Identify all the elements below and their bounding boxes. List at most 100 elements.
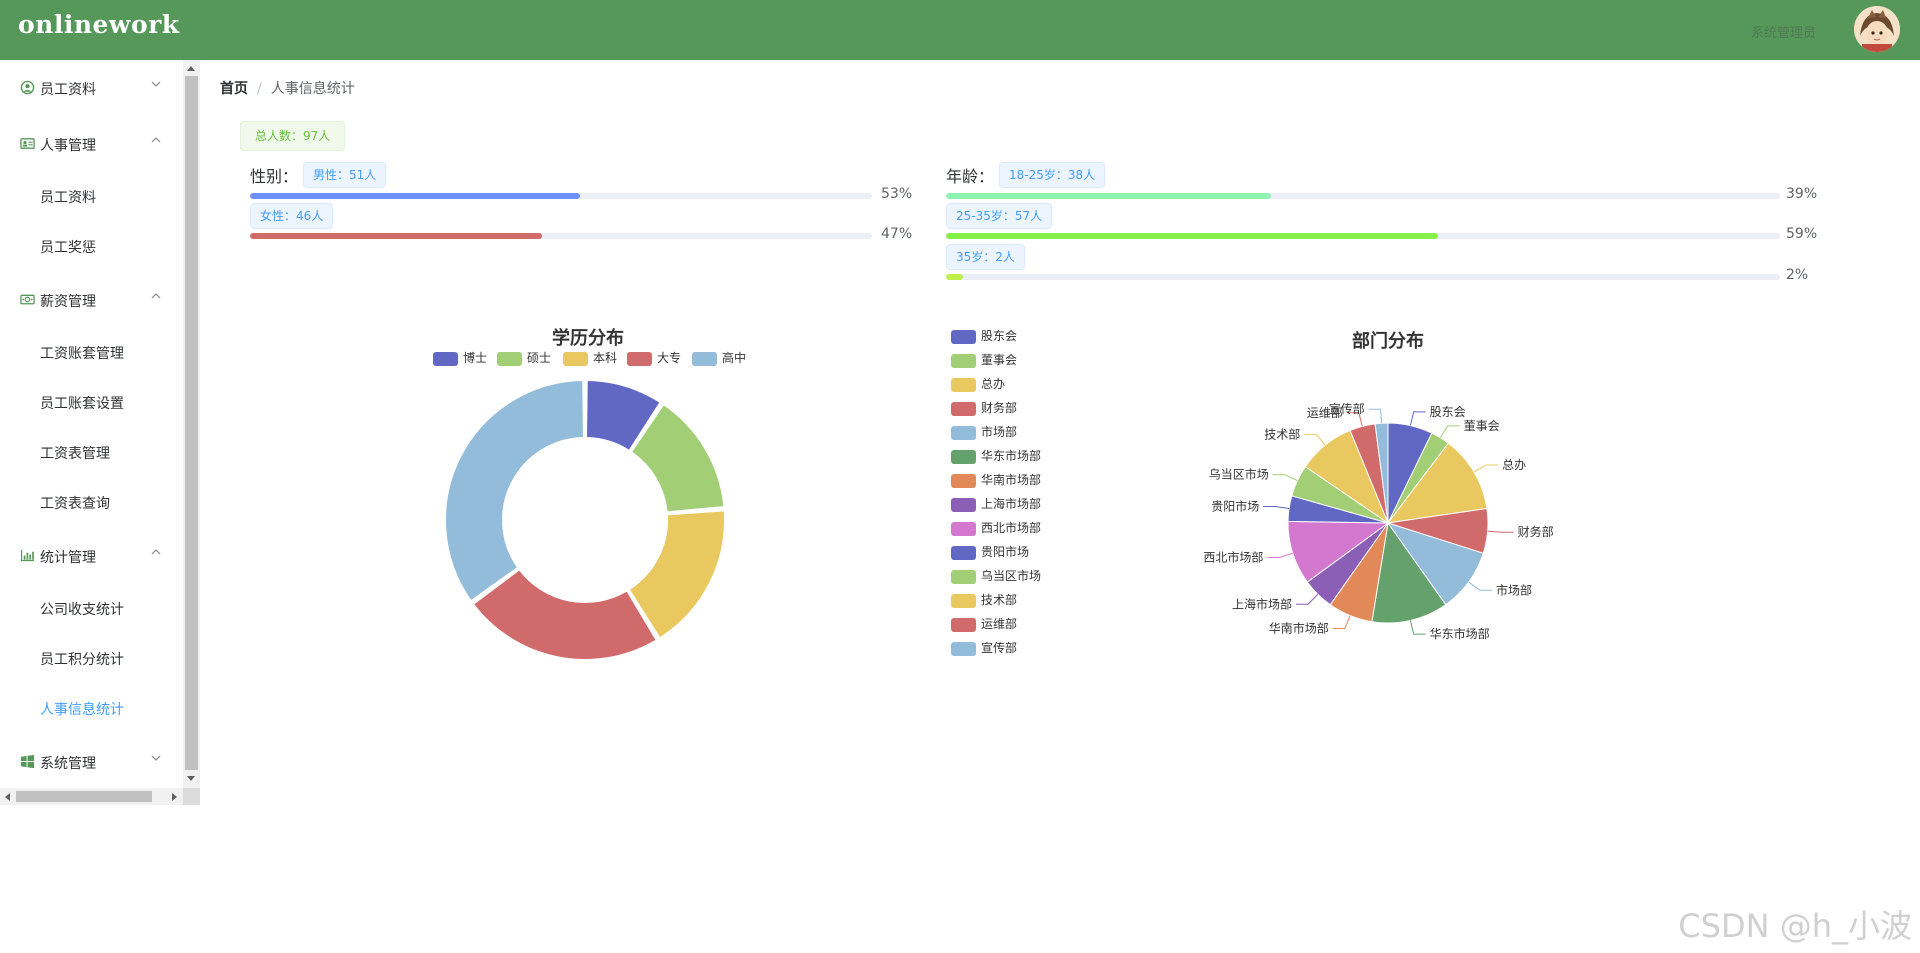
scroll-down-arrow-icon[interactable] — [187, 776, 195, 781]
legend-label: 股东会 — [981, 329, 1018, 343]
legend-swatch — [951, 401, 976, 416]
department-legend-item[interactable]: 贵阳市场 — [951, 543, 1029, 560]
department-legend-item[interactable]: 市场部 — [951, 423, 1017, 440]
department-label-line — [1409, 620, 1426, 635]
sidebar-item-salary-sets[interactable]: 工资账套管理 — [0, 332, 183, 372]
department-slice-label: 董事会 — [1464, 419, 1500, 433]
education-legend-item[interactable]: 博士 — [433, 349, 487, 366]
sidebar-item-payroll-query[interactable]: 工资表查询 — [0, 482, 183, 522]
education-legend-item[interactable]: 本科 — [563, 349, 617, 366]
female-count-tag: 女性：46人 — [250, 203, 334, 229]
scrollbar-thumb[interactable] — [185, 76, 198, 770]
menu-group-hr-management[interactable]: 人事管理 — [0, 124, 183, 164]
department-slice-label: 宣传部 — [1329, 401, 1365, 416]
money-icon — [20, 294, 35, 305]
department-legend-item[interactable]: 华南市场部 — [951, 471, 1041, 488]
department-legend-item[interactable]: 乌当区市场 — [951, 567, 1041, 584]
department-legend-item[interactable]: 董事会 — [951, 351, 1017, 368]
department-slice-label: 财务部 — [1518, 524, 1554, 539]
menu-group-label: 薪资管理 — [40, 294, 96, 310]
avatar-portrait-icon — [1854, 6, 1900, 52]
age-35-percent: 2% — [1786, 267, 1809, 283]
id-card-icon — [20, 138, 35, 149]
windows-icon — [20, 754, 35, 769]
department-label-line — [1439, 425, 1460, 439]
chevron-up-icon — [151, 293, 161, 299]
education-legend-item[interactable]: 硕士 — [497, 349, 551, 366]
sidebar-item-payroll-management[interactable]: 工资表管理 — [0, 432, 183, 472]
department-legend-item[interactable]: 华东市场部 — [951, 447, 1041, 464]
scrollbar-thumb[interactable] — [16, 791, 152, 802]
legend-swatch — [433, 351, 458, 366]
app-logo[interactable]: onlinework — [18, 10, 180, 39]
menu-group-statistics[interactable]: 统计管理 — [0, 536, 183, 576]
menu-group-system-management[interactable]: 系统管理 — [0, 742, 183, 782]
education-legend-item[interactable]: 大专 — [627, 349, 681, 366]
department-legend-item[interactable]: 技术部 — [951, 591, 1017, 608]
user-name[interactable]: 系统管理员 — [1750, 26, 1816, 41]
department-slice-label: 运维部 — [1307, 405, 1343, 420]
scroll-right-arrow-icon[interactable] — [172, 793, 177, 801]
legend-swatch — [951, 353, 976, 368]
male-progress-fill — [250, 193, 580, 199]
department-label-line — [1368, 408, 1383, 424]
chevron-down-icon — [151, 81, 161, 87]
education-slice-4[interactable] — [444, 379, 585, 603]
sidebar-item-label: 员工积分统计 — [40, 652, 124, 668]
breadcrumb-home[interactable]: 首页 — [220, 81, 248, 97]
department-legend-item[interactable]: 总办 — [951, 375, 1005, 392]
legend-label: 高中 — [722, 351, 747, 365]
department-slice-label: 上海市场部 — [1232, 596, 1292, 611]
sidebar-item-hr-info-stats[interactable]: 人事信息统计 — [0, 688, 183, 728]
department-slice-label: 技术部 — [1264, 426, 1300, 441]
sidebar-item-employee-points-stats[interactable]: 员工积分统计 — [0, 638, 183, 678]
sidebar-item-company-finance-stats[interactable]: 公司收支统计 — [0, 588, 183, 628]
education-slice-2[interactable] — [627, 509, 726, 640]
education-slice-0[interactable] — [585, 379, 662, 452]
user-avatar[interactable] — [1854, 6, 1900, 52]
education-slice-1[interactable] — [629, 403, 726, 514]
sidebar-item-label: 工资表查询 — [40, 496, 110, 512]
department-label-line — [1468, 581, 1493, 591]
bar-chart-icon — [20, 549, 35, 562]
sidebar-item-employee-info[interactable]: 员工资料 — [0, 176, 183, 216]
scrollbar-corner — [183, 788, 200, 805]
female-percent: 47% — [881, 226, 913, 242]
department-legend-item[interactable]: 西北市场部 — [951, 519, 1041, 536]
legend-label: 乌当区市场 — [981, 569, 1042, 583]
sidebar-item-employee-rewards[interactable]: 员工奖惩 — [0, 226, 183, 266]
legend-swatch — [951, 641, 976, 656]
scroll-left-arrow-icon[interactable] — [5, 793, 10, 801]
legend-swatch — [951, 377, 976, 392]
legend-label: 总办 — [981, 377, 1006, 391]
scroll-up-arrow-icon[interactable] — [187, 66, 195, 71]
department-legend-item[interactable]: 财务部 — [951, 399, 1017, 416]
sidebar-item-label: 员工资料 — [40, 190, 96, 206]
department-slice-2[interactable] — [1386, 442, 1488, 524]
department-slice-label: 华南市场部 — [1269, 620, 1329, 635]
education-slice-3[interactable] — [472, 568, 658, 661]
department-legend-item[interactable]: 上海市场部 — [951, 495, 1041, 512]
legend-swatch — [951, 545, 976, 560]
legend-swatch — [951, 593, 976, 608]
department-legend-item[interactable]: 宣传部 — [951, 639, 1017, 656]
sidebar-item-label: 公司收支统计 — [40, 602, 124, 618]
sidebar-horizontal-scrollbar[interactable] — [0, 788, 183, 805]
age-35-progress-bar — [946, 274, 1780, 280]
legend-swatch — [951, 449, 976, 464]
department-slice-label: 贵阳市场 — [1211, 498, 1259, 513]
menu-group-salary-management[interactable]: 薪资管理 — [0, 280, 183, 320]
department-label-line — [1272, 474, 1298, 482]
department-legend-item[interactable]: 运维部 — [951, 615, 1017, 632]
legend-label: 财务部 — [981, 401, 1018, 415]
department-legend-item[interactable]: 股东会 — [951, 327, 1017, 344]
menu-group-employee-info[interactable]: 员工资料 — [0, 68, 183, 108]
department-slice-label: 总办 — [1502, 457, 1526, 472]
legend-swatch — [563, 351, 588, 366]
education-legend-item[interactable]: 高中 — [692, 349, 746, 366]
sidebar-item-employee-salary-sets[interactable]: 员工账套设置 — [0, 382, 183, 422]
legend-label: 宣传部 — [981, 641, 1018, 655]
sidebar-vertical-scrollbar[interactable] — [183, 60, 200, 788]
sidebar-item-label: 人事信息统计 — [40, 702, 124, 718]
legend-label: 董事会 — [981, 353, 1018, 367]
